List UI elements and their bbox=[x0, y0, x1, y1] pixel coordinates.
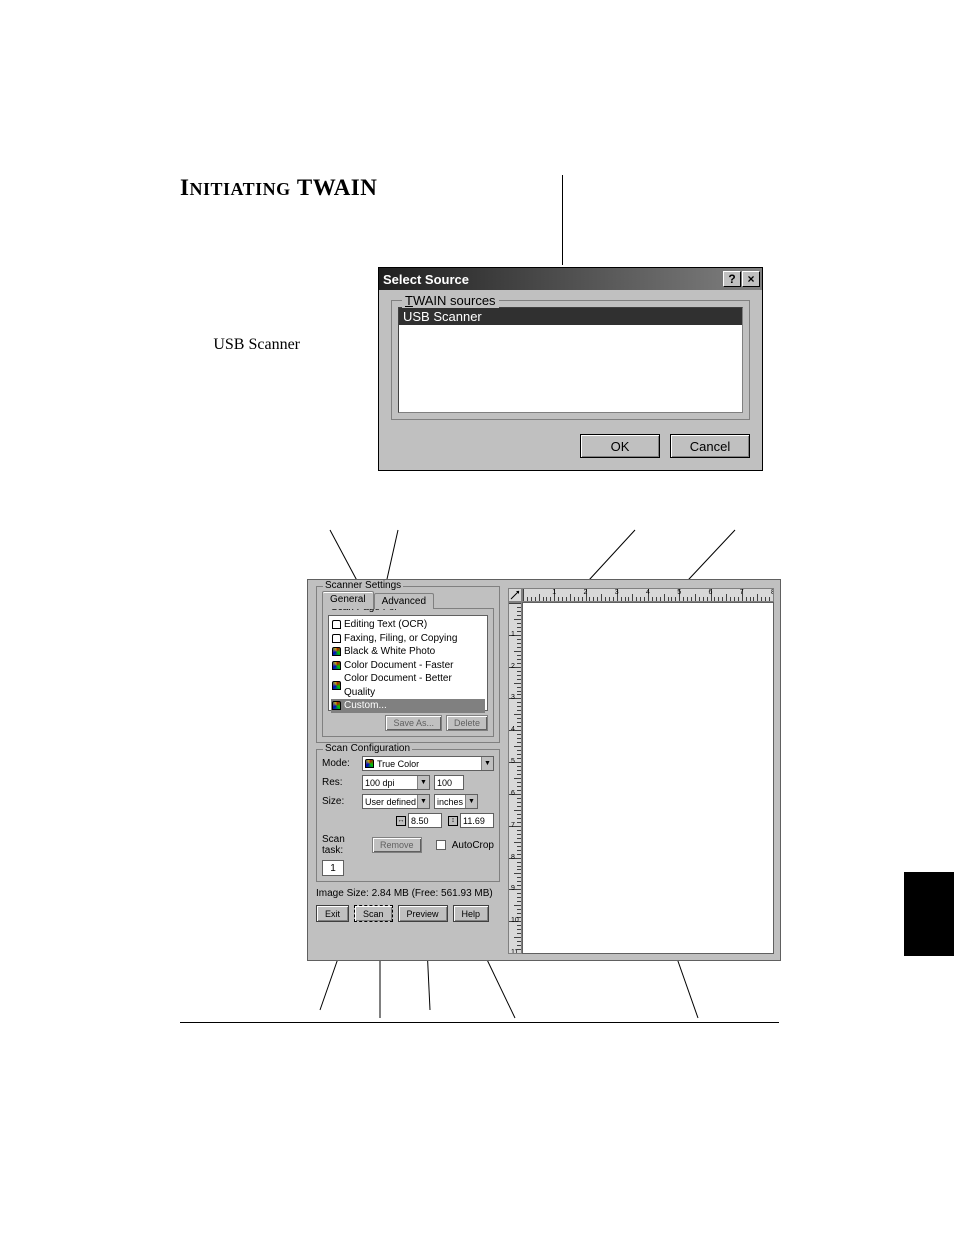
mode-label: Mode: bbox=[322, 758, 358, 769]
list-item[interactable]: Black & White Photo bbox=[331, 645, 485, 659]
list-item[interactable]: Custom... bbox=[331, 699, 485, 713]
color-icon bbox=[332, 701, 341, 710]
scantask-label: Scan task: bbox=[322, 834, 366, 856]
cancel-button[interactable]: Cancel bbox=[670, 434, 750, 458]
image-size-text: Image Size: 2.84 MB (Free: 561.93 MB) bbox=[316, 888, 500, 899]
titlebar: Select Source ? × bbox=[379, 268, 762, 290]
list-item[interactable]: Color Document - Faster bbox=[331, 659, 485, 673]
list-item[interactable]: Editing Text (OCR) bbox=[331, 618, 485, 632]
page-divider bbox=[180, 1022, 779, 1023]
lock-icon bbox=[332, 620, 341, 629]
remove-button[interactable]: Remove bbox=[372, 837, 422, 853]
scan-config-legend: Scan Configuration bbox=[323, 743, 412, 754]
horizontal-ruler: 12345678 bbox=[522, 588, 774, 602]
scanner-settings-dialog: Scanner Settings General Advanced Scan P… bbox=[307, 579, 781, 961]
twain-sources-legend: TWAIN sources bbox=[402, 293, 499, 308]
lock-icon bbox=[332, 634, 341, 643]
res-dropdown[interactable]: 100 dpi▼ bbox=[362, 775, 430, 790]
ruler-origin bbox=[508, 588, 522, 602]
exit-button[interactable]: Exit bbox=[316, 905, 349, 922]
select-source-dialog: Select Source ? × TWAIN sources USB Scan… bbox=[378, 267, 763, 471]
page-heading: INITIATING TWAIN bbox=[180, 175, 377, 201]
delete-button[interactable]: Delete bbox=[446, 715, 488, 731]
scan-configuration-group: Scan Configuration Mode: True Color▼ Res… bbox=[316, 749, 500, 882]
size-label: Size: bbox=[322, 796, 358, 807]
chevron-down-icon: ▼ bbox=[417, 795, 429, 808]
res-label: Res: bbox=[322, 777, 358, 788]
close-button[interactable]: × bbox=[742, 271, 760, 287]
color-icon bbox=[332, 647, 341, 656]
color-icon bbox=[332, 661, 341, 670]
ok-button[interactable]: OK bbox=[580, 434, 660, 458]
height-icon: ↕ bbox=[448, 816, 458, 826]
save-as-button[interactable]: Save As... bbox=[385, 715, 442, 731]
unit-dropdown[interactable]: inches▼ bbox=[434, 794, 478, 809]
side-label: USB Scanner bbox=[210, 335, 300, 354]
scanner-settings-legend: Scanner Settings bbox=[323, 580, 403, 591]
autocrop-label: AutoCrop bbox=[452, 840, 494, 851]
list-item[interactable]: Faxing, Filing, or Copying bbox=[331, 632, 485, 646]
page-edge-tab bbox=[904, 872, 954, 956]
autocrop-checkbox[interactable] bbox=[436, 840, 446, 850]
color-icon bbox=[365, 759, 374, 768]
help-button[interactable]: ? bbox=[723, 271, 741, 287]
dialog-title: Select Source bbox=[383, 272, 722, 287]
height-input[interactable]: 11.69 bbox=[460, 813, 494, 828]
color-icon bbox=[332, 681, 341, 690]
task-count: 1 bbox=[322, 860, 344, 876]
vertical-ruler: 1234567891011 bbox=[508, 602, 522, 954]
source-item[interactable]: USB Scanner bbox=[399, 308, 742, 325]
scan-page-for-list[interactable]: Editing Text (OCR) Faxing, Filing, or Co… bbox=[328, 615, 488, 711]
size-dropdown[interactable]: User defined▼ bbox=[362, 794, 430, 809]
tab-general[interactable]: General bbox=[322, 591, 374, 609]
chevron-down-icon: ▼ bbox=[465, 795, 477, 808]
width-icon: ↔ bbox=[396, 816, 406, 826]
res-input[interactable]: 100 bbox=[434, 775, 464, 790]
scanner-settings-group: Scanner Settings General Advanced Scan P… bbox=[316, 586, 500, 743]
tab-advanced[interactable]: Advanced bbox=[374, 593, 434, 609]
scan-button[interactable]: Scan bbox=[354, 905, 393, 922]
preview-button[interactable]: Preview bbox=[398, 905, 448, 922]
twain-sources-group: TWAIN sources USB Scanner bbox=[391, 300, 750, 420]
chevron-down-icon: ▼ bbox=[417, 776, 429, 789]
source-listbox[interactable]: USB Scanner bbox=[398, 307, 743, 413]
list-item[interactable]: Color Document - Better Quality bbox=[331, 672, 485, 699]
callout-line-top bbox=[562, 175, 563, 265]
help-button[interactable]: Help bbox=[453, 905, 490, 922]
width-input[interactable]: 8.50 bbox=[408, 813, 442, 828]
scan-page-for-group: Scan Page For Editing Text (OCR) Faxing,… bbox=[322, 608, 494, 737]
mode-dropdown[interactable]: True Color▼ bbox=[362, 756, 494, 771]
chevron-down-icon: ▼ bbox=[481, 757, 493, 770]
preview-area[interactable] bbox=[522, 602, 774, 954]
